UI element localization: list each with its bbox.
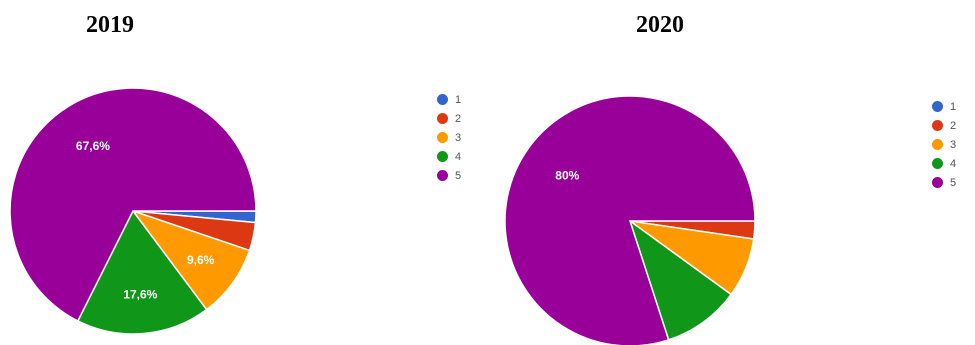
data-label-5: 80% [555, 168, 579, 182]
legend-swatch-icon [437, 170, 448, 181]
legend-item-2: 2 [932, 116, 956, 135]
legend-label: 3 [950, 138, 957, 151]
legend-item-3: 3 [932, 135, 956, 154]
legend-swatch-icon [437, 151, 448, 162]
legend-2020: 1 2 3 4 5 [932, 97, 956, 192]
legend-swatch-icon [437, 113, 448, 124]
pie-slice-5 [9, 87, 257, 322]
legend-2019: 1 2 3 4 5 [437, 90, 461, 185]
data-label-3: 9,6% [187, 253, 215, 267]
pie-chart-2019: 9,6% 17,6% 67,6% [9, 87, 257, 335]
legend-label: 5 [455, 169, 462, 182]
pie-chart-2020: 80% [504, 95, 756, 345]
legend-label: 5 [950, 176, 957, 189]
legend-item-4: 4 [932, 154, 956, 173]
legend-swatch-icon [437, 132, 448, 143]
pie-slice-4 [76, 209, 208, 335]
legend-swatch-icon [932, 101, 943, 112]
legend-swatch-icon [932, 139, 943, 150]
data-label-4: 17,6% [123, 287, 157, 301]
legend-swatch-icon [932, 177, 943, 188]
legend-label: 4 [455, 150, 462, 163]
data-label-5: 67,6% [76, 139, 110, 153]
legend-item-2: 2 [437, 109, 461, 128]
legend-item-5: 5 [437, 166, 461, 185]
pie-slice-3 [130, 209, 251, 311]
legend-item-1: 1 [437, 90, 461, 109]
legend-label: 4 [950, 157, 957, 170]
legend-label: 1 [455, 93, 462, 106]
chart-title-2020: 2020 [636, 12, 684, 38]
pie-slice-5 [504, 95, 756, 345]
pie-slice-4 [628, 219, 733, 341]
legend-swatch-icon [932, 158, 943, 169]
legend-label: 2 [950, 119, 957, 132]
chart-title-2019: 2019 [86, 12, 134, 38]
legend-label: 1 [950, 100, 957, 113]
legend-item-5: 5 [932, 173, 956, 192]
legend-label: 2 [455, 112, 462, 125]
legend-item-4: 4 [437, 147, 461, 166]
legend-item-3: 3 [437, 128, 461, 147]
legend-label: 3 [455, 131, 462, 144]
legend-swatch-icon [437, 94, 448, 105]
legend-item-1: 1 [932, 97, 956, 116]
legend-swatch-icon [932, 120, 943, 131]
